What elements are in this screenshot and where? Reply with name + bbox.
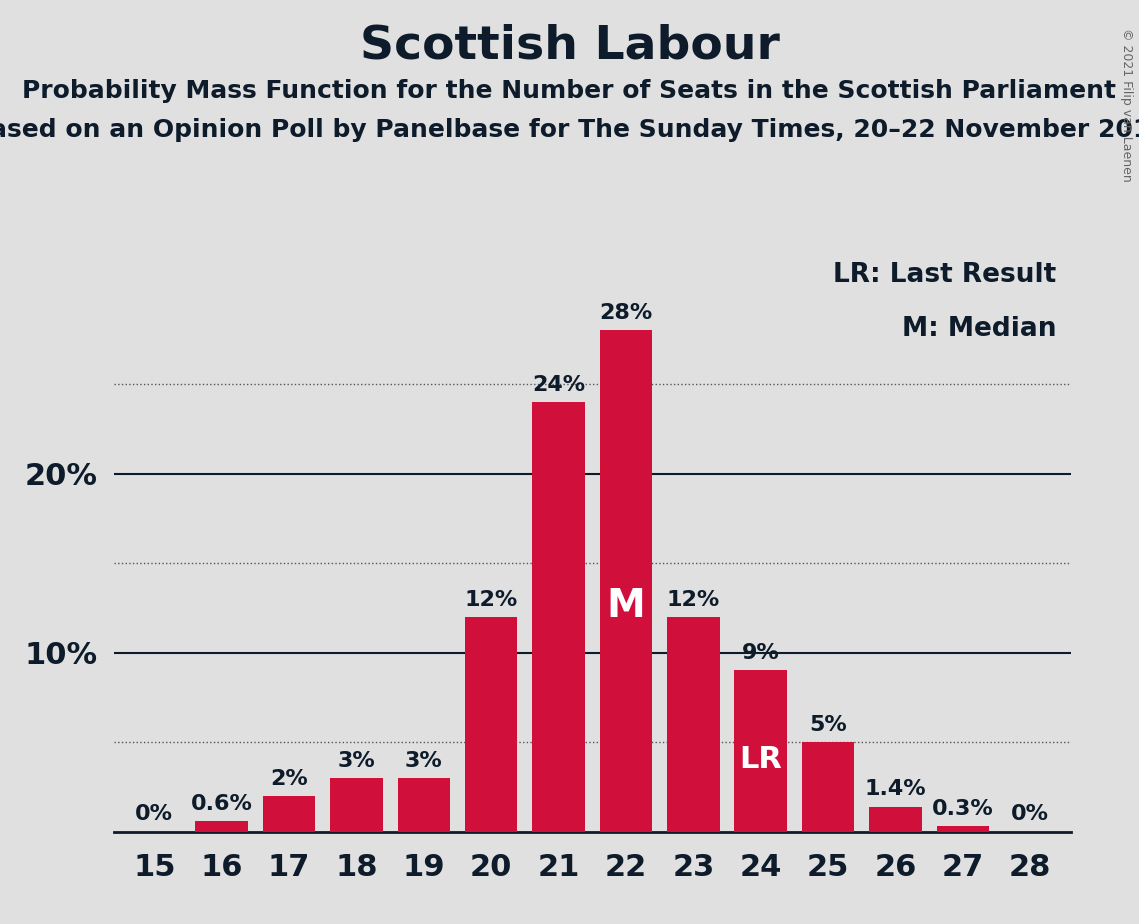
Text: 2%: 2% [270,769,308,788]
Bar [532,402,584,832]
Text: 3%: 3% [337,750,376,771]
Text: LR: LR [739,745,782,773]
Bar [735,671,787,832]
Text: 0.6%: 0.6% [190,794,253,814]
Bar [936,826,989,832]
Text: 3%: 3% [405,750,443,771]
Text: 12%: 12% [666,590,720,610]
Bar [196,821,248,832]
Bar [465,617,517,832]
Text: 28%: 28% [599,303,653,323]
Text: 12%: 12% [465,590,518,610]
Text: Probability Mass Function for the Number of Seats in the Scottish Parliament: Probability Mass Function for the Number… [23,79,1116,103]
Text: M: Median: M: Median [902,316,1056,342]
Bar [398,778,450,832]
Text: Scottish Labour: Scottish Labour [360,23,779,68]
Text: 5%: 5% [809,715,847,735]
Text: Based on an Opinion Poll by Panelbase for The Sunday Times, 20–22 November 2019: Based on an Opinion Poll by Panelbase fo… [0,118,1139,142]
Text: 0%: 0% [136,805,173,824]
Bar [802,742,854,832]
Text: 9%: 9% [741,643,779,663]
Text: 0%: 0% [1011,805,1049,824]
Bar [869,807,921,832]
Text: © 2021 Filip van Laenen: © 2021 Filip van Laenen [1121,28,1133,181]
Text: 1.4%: 1.4% [865,779,926,799]
Text: LR: Last Result: LR: Last Result [833,261,1056,287]
Bar [600,331,653,832]
Text: 24%: 24% [532,375,585,395]
Bar [667,617,720,832]
Text: M: M [607,587,646,625]
Bar [330,778,383,832]
Text: 0.3%: 0.3% [932,799,993,819]
Bar [263,796,316,832]
